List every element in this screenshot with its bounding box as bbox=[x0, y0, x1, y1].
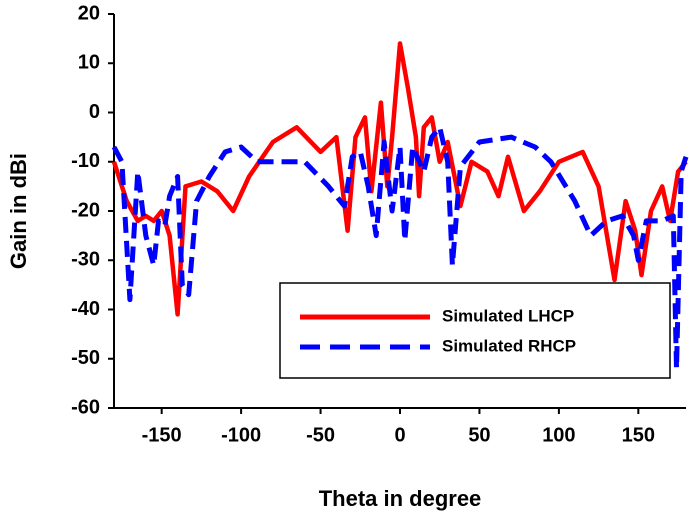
y-tick-label: -30 bbox=[71, 249, 100, 271]
y-tick-label: -20 bbox=[71, 199, 100, 221]
legend-label: Simulated LHCP bbox=[442, 306, 574, 325]
x-tick-label: -100 bbox=[221, 424, 261, 446]
y-tick-label: 10 bbox=[78, 52, 100, 74]
y-tick-label: -10 bbox=[71, 150, 100, 172]
y-tick-label: -60 bbox=[71, 396, 100, 418]
x-tick-label: 100 bbox=[542, 424, 575, 446]
x-axis-label: Theta in degree bbox=[319, 486, 482, 511]
y-tick-label: -40 bbox=[71, 298, 100, 320]
x-tick-label: -150 bbox=[142, 424, 182, 446]
x-tick-label: 50 bbox=[468, 424, 490, 446]
legend-label: Simulated RHCP bbox=[442, 336, 576, 355]
x-tick-label: 0 bbox=[394, 424, 405, 446]
legend-box bbox=[279, 282, 671, 379]
y-tick-label: 20 bbox=[78, 2, 100, 24]
line-series bbox=[111, 41, 688, 317]
x-tick-label: -50 bbox=[306, 424, 335, 446]
x-tick-label: 150 bbox=[622, 424, 655, 446]
y-tick-label: 0 bbox=[89, 101, 100, 123]
y-tick-label: -50 bbox=[71, 347, 100, 369]
y-axis-label: Gain in dBi bbox=[6, 153, 31, 269]
line-series bbox=[111, 124, 689, 372]
